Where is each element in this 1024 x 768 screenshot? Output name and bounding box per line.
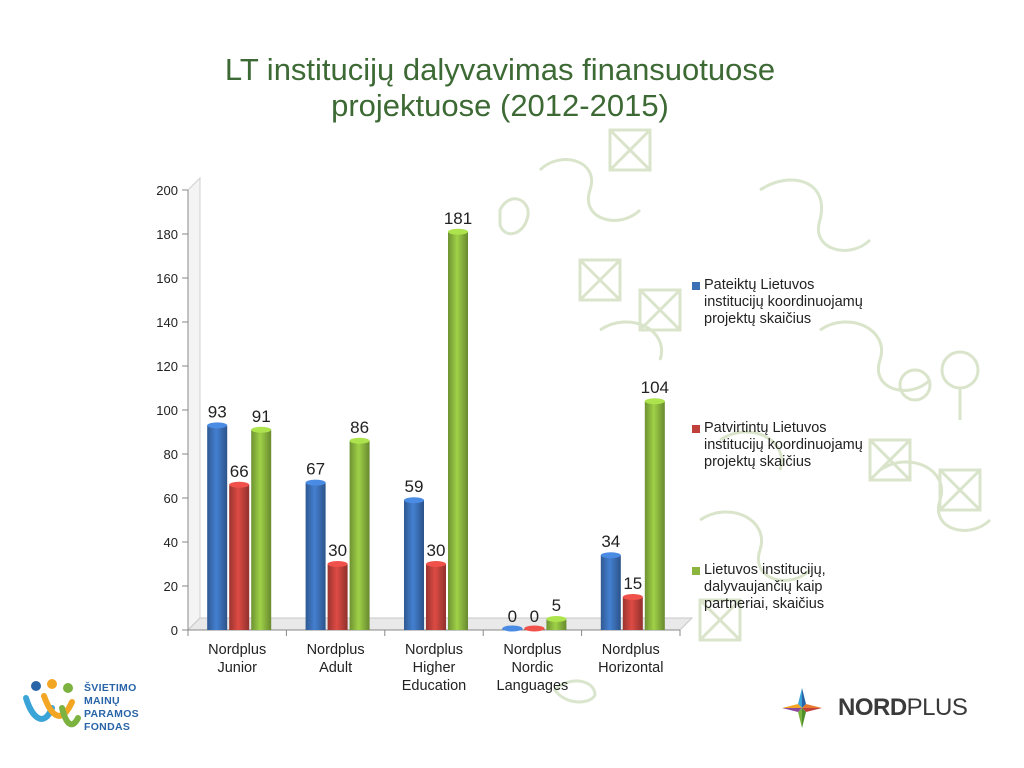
value-label-2-2: 181 xyxy=(444,209,472,228)
value-label-1-2: 86 xyxy=(350,418,369,437)
x-category-label: Horizontal xyxy=(598,660,663,676)
bar-cap-2-2 xyxy=(448,228,468,235)
x-category-label: Nordplus xyxy=(503,642,561,658)
slide-title: LT institucijų dalyvavimas finansuotuose… xyxy=(100,52,900,124)
value-label-4-2: 104 xyxy=(641,378,669,397)
x-category-label: Education xyxy=(402,678,467,694)
bar-1-1 xyxy=(327,564,348,630)
y-tick-label: 120 xyxy=(156,359,178,374)
y-tick-label: 0 xyxy=(171,623,178,638)
legend-swatch xyxy=(692,425,700,433)
y-tick-label: 40 xyxy=(164,535,178,550)
legend-label: Lietuvos institucijų, dalyvaujančių kaip p… xyxy=(704,562,826,612)
x-category-label: Nordic xyxy=(511,660,553,676)
x-category-label: Higher xyxy=(413,660,456,676)
bar-1-2 xyxy=(349,440,370,630)
y-tick-label: 200 xyxy=(156,183,178,198)
y-tick-label: 100 xyxy=(156,403,178,418)
bar-cap-0-1 xyxy=(229,481,250,488)
x-category-label: Nordplus xyxy=(405,642,463,658)
nordplus-star-logo xyxy=(782,688,822,728)
slide-title-line-2: projektuose (2012-2015) xyxy=(331,88,669,123)
chart-side-wall xyxy=(187,176,201,632)
bar-0-0 xyxy=(207,425,228,630)
nordplus-wordmark: NORDPLUS xyxy=(838,694,968,722)
bar-4-0 xyxy=(600,555,621,630)
svietimo-mainu-paramos-fondas-logo xyxy=(23,679,81,728)
x-category-label: Languages xyxy=(497,678,569,694)
bar-4-1 xyxy=(622,597,643,630)
x-category-label: Nordplus xyxy=(307,642,365,658)
bar-cap-3-2 xyxy=(546,616,567,622)
x-category-label: Adult xyxy=(319,660,352,676)
value-label-2-1: 30 xyxy=(427,541,446,560)
x-category-label: Junior xyxy=(217,660,257,676)
fund-name: ŠVIETIMO MAINŲ PARAMOS FONDAS xyxy=(84,682,139,733)
bar-2-1 xyxy=(426,564,446,630)
bar-cap-0-0 xyxy=(207,422,228,429)
legend-swatch xyxy=(692,282,700,290)
bar-cap-0-2 xyxy=(251,426,272,433)
bar-1-0 xyxy=(305,482,326,630)
value-label-0-2: 91 xyxy=(252,407,271,426)
legend-label: Patvirtintų Lietuvos institucijų koordinu… xyxy=(704,420,863,470)
bar-cap-2-1 xyxy=(426,561,446,567)
bar-3-2 xyxy=(546,619,567,630)
legend-swatch xyxy=(692,567,700,575)
bar-cap-3-1 xyxy=(524,625,545,632)
y-tick-label: 180 xyxy=(156,227,178,242)
legend-label: Pateiktų Lietuvos institucijų koordinuoja… xyxy=(704,277,863,327)
bar-cap-1-0 xyxy=(305,479,326,486)
bar-0-1 xyxy=(229,484,250,630)
nordplus-wordmark-regular: PLUS xyxy=(906,694,968,721)
value-label-2-0: 59 xyxy=(405,477,424,496)
x-category-label: Nordplus xyxy=(602,642,660,658)
value-label-4-1: 15 xyxy=(623,574,642,593)
value-label-3-1: 0 xyxy=(530,607,539,626)
bar-cap-4-1 xyxy=(622,594,643,600)
bar-2-0 xyxy=(404,500,424,630)
value-label-1-0: 67 xyxy=(306,460,325,479)
bar-cap-1-2 xyxy=(349,437,370,444)
nordplus-wordmark-bold: NORD xyxy=(838,694,907,721)
bar-cap-2-0 xyxy=(404,497,424,504)
bar-cap-1-1 xyxy=(327,561,348,567)
bar-cap-3-0 xyxy=(502,625,523,632)
bar-0-2 xyxy=(251,429,272,630)
bar-cap-4-2 xyxy=(644,398,665,405)
y-tick-label: 80 xyxy=(164,447,178,462)
bar-4-2 xyxy=(644,401,665,630)
value-label-0-0: 93 xyxy=(208,402,227,421)
x-category-label: Nordplus xyxy=(208,642,266,658)
slide-title-line-1: LT institucijų dalyvavimas finansuotuose xyxy=(224,52,776,87)
value-label-1-1: 30 xyxy=(328,541,347,560)
bar-2-2 xyxy=(448,231,468,631)
value-label-3-2: 5 xyxy=(552,596,561,615)
y-tick-label: 20 xyxy=(164,579,178,594)
value-label-4-0: 34 xyxy=(601,532,620,551)
value-label-0-1: 66 xyxy=(230,462,249,481)
y-tick-label: 60 xyxy=(164,491,178,506)
y-tick-label: 160 xyxy=(156,271,178,286)
bar-cap-4-0 xyxy=(600,552,621,559)
value-label-3-0: 0 xyxy=(508,607,517,626)
y-tick-label: 140 xyxy=(156,315,178,330)
